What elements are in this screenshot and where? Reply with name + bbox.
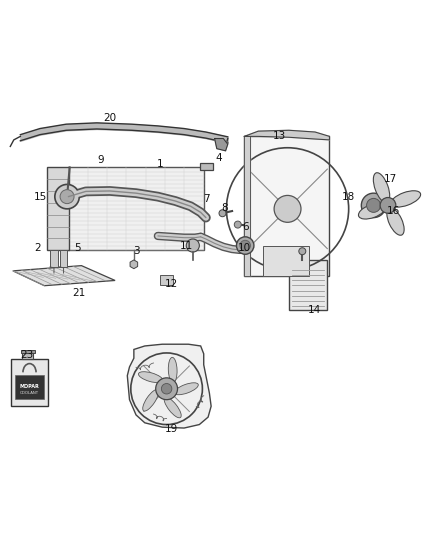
Ellipse shape (164, 397, 181, 418)
Ellipse shape (358, 204, 385, 219)
Circle shape (274, 196, 301, 222)
Polygon shape (13, 265, 115, 286)
Circle shape (219, 210, 226, 217)
Bar (68, 167, 204, 251)
Ellipse shape (387, 208, 404, 235)
Text: 14: 14 (307, 305, 321, 315)
Text: MOPAR: MOPAR (20, 384, 39, 389)
Text: 4: 4 (215, 153, 223, 163)
Circle shape (237, 237, 254, 254)
Bar (22, 353, 33, 359)
Bar (46, 167, 69, 251)
Ellipse shape (143, 390, 159, 411)
Circle shape (186, 239, 199, 252)
Ellipse shape (174, 383, 198, 395)
Polygon shape (127, 344, 211, 428)
Text: 13: 13 (272, 131, 286, 141)
Text: 12: 12 (164, 279, 177, 289)
Text: 7: 7 (204, 194, 210, 204)
Text: 5: 5 (74, 243, 81, 253)
Bar (263, 246, 308, 276)
Circle shape (234, 221, 241, 228)
Text: 17: 17 (384, 174, 397, 184)
Text: 2: 2 (35, 243, 41, 253)
Text: 23: 23 (20, 350, 34, 360)
Polygon shape (244, 136, 251, 276)
Text: 15: 15 (34, 192, 47, 201)
Bar (60, 251, 67, 267)
Polygon shape (244, 130, 329, 140)
Bar (50, 251, 58, 267)
Text: 19: 19 (164, 424, 177, 434)
Text: 21: 21 (72, 288, 85, 298)
Circle shape (367, 198, 381, 212)
FancyBboxPatch shape (11, 359, 48, 406)
Ellipse shape (373, 173, 390, 203)
Bar (21, 350, 35, 353)
Circle shape (380, 198, 396, 213)
Circle shape (240, 240, 251, 251)
Text: 3: 3 (133, 246, 139, 256)
Text: COOLANT: COOLANT (20, 391, 39, 394)
Bar (289, 260, 327, 310)
Text: 18: 18 (342, 192, 355, 201)
Circle shape (55, 184, 79, 209)
Text: 8: 8 (221, 204, 228, 213)
Bar (160, 275, 173, 285)
Text: 20: 20 (103, 113, 117, 123)
Text: 6: 6 (242, 222, 248, 232)
Bar (244, 136, 329, 276)
Text: 11: 11 (180, 240, 193, 251)
Ellipse shape (168, 357, 177, 383)
Ellipse shape (138, 372, 163, 383)
Circle shape (155, 378, 177, 400)
Bar (200, 163, 213, 171)
FancyBboxPatch shape (14, 375, 44, 399)
Text: 16: 16 (387, 206, 400, 216)
Circle shape (361, 193, 386, 217)
Circle shape (299, 248, 306, 255)
Text: 10: 10 (238, 243, 251, 253)
Circle shape (161, 384, 172, 394)
Ellipse shape (391, 191, 420, 207)
Text: 1: 1 (157, 159, 163, 169)
Circle shape (60, 190, 74, 204)
Text: 9: 9 (98, 155, 104, 165)
Polygon shape (215, 139, 228, 151)
